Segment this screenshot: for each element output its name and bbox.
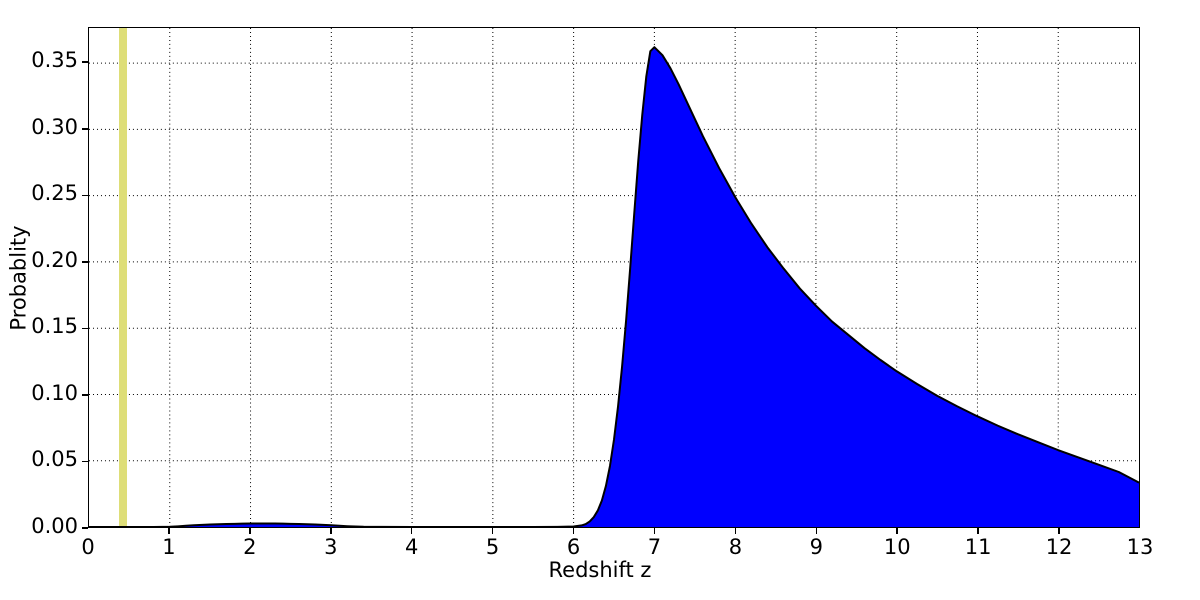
probability-fill: [89, 47, 1139, 527]
x-tick-mark: [329, 528, 332, 534]
x-tick-label: 1: [162, 535, 176, 559]
y-tick-mark: [82, 261, 88, 263]
x-tick-label: 6: [566, 535, 581, 559]
x-tick-mark: [410, 528, 413, 534]
x-tick-mark: [1058, 528, 1060, 534]
y-axis-label: Probablity: [6, 224, 31, 331]
x-tick-label: 11: [964, 535, 992, 559]
plot-area: [88, 27, 1140, 528]
x-tick-mark: [653, 528, 656, 534]
y-tick-label: 0.15: [31, 314, 78, 339]
x-tick-label: 7: [647, 535, 662, 559]
x-tick-mark: [815, 528, 818, 534]
x-tick-mark: [249, 528, 251, 534]
x-tick-label: 8: [728, 535, 743, 559]
x-axis-label: Redshift z: [548, 558, 652, 582]
y-tick-mark: [82, 327, 88, 330]
x-tick-mark: [491, 528, 494, 534]
y-tick-label: 0.10: [31, 380, 78, 405]
y-tick-mark: [82, 460, 88, 463]
x-tick-label: 5: [485, 535, 500, 559]
y-tick-mark: [82, 527, 88, 529]
x-tick-mark: [572, 528, 575, 534]
x-tick-label: 12: [1045, 535, 1073, 559]
x-tick-mark: [168, 528, 170, 534]
x-tick-label: 3: [324, 535, 338, 559]
y-tick-mark: [82, 61, 88, 64]
x-tick-label: 9: [809, 535, 823, 559]
x-tick-label: 4: [405, 535, 419, 559]
x-tick-label: 13: [1126, 535, 1154, 559]
y-tick-mark: [82, 127, 88, 130]
y-tick-label: 0.30: [31, 114, 78, 139]
photometric-redshift-band: [118, 28, 128, 527]
y-tick-label: 0.05: [31, 447, 78, 472]
x-tick-label: 0: [81, 535, 95, 559]
y-tick-label: 0.25: [31, 181, 78, 206]
x-tick-label: 2: [243, 535, 257, 559]
probability-curve: [89, 46, 1139, 527]
y-tick-mark: [82, 394, 88, 396]
x-tick-mark: [896, 528, 899, 534]
y-tick-label: 0.00: [31, 514, 78, 538]
x-tick-mark: [734, 528, 737, 534]
x-tick-mark: [977, 528, 979, 534]
probability-outline: [89, 46, 1139, 527]
y-tick-mark: [82, 194, 88, 197]
y-tick-label: 0.35: [31, 48, 78, 73]
y-tick-label: 0.20: [31, 247, 78, 272]
x-tick-label: 10: [883, 535, 911, 559]
annotation-band-layer: [89, 28, 1139, 527]
